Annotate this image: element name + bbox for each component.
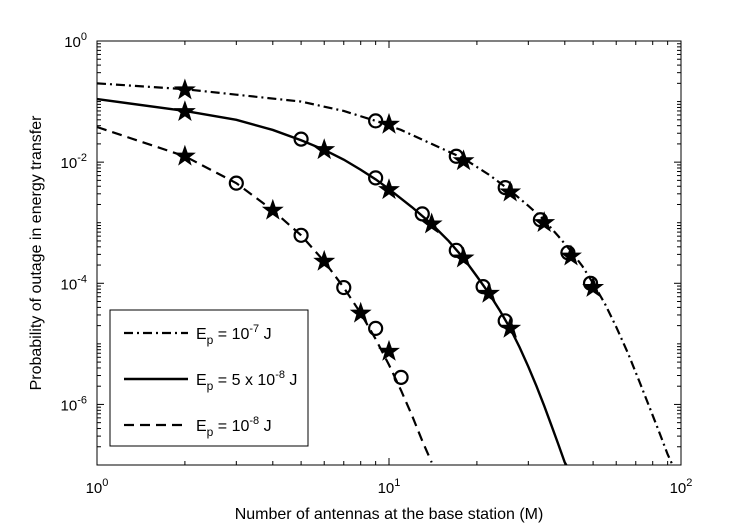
y-tick-label: 100 — [64, 31, 87, 51]
x-tick-label: 101 — [378, 477, 401, 497]
series-3-circle-marker — [293, 227, 309, 243]
series-2-star-marker — [313, 138, 336, 160]
series-2-star-marker — [420, 212, 443, 234]
series-1-star-marker — [533, 211, 556, 233]
series-1-star-marker — [499, 180, 522, 202]
series-3-circle-marker — [228, 175, 244, 191]
series-3-circle-marker — [336, 279, 352, 296]
y-axis-label: Probability of outage in energy transfer — [28, 115, 45, 391]
legend: Ep = 10-7 J Ep = 5 x 10-8 J Ep = 10-8 J — [109, 309, 309, 447]
x-axis-label: Number of antennas at the base station (… — [235, 506, 544, 523]
series-2-star-marker — [452, 246, 475, 268]
series-2-circle-marker — [414, 206, 430, 222]
series-2-star-marker — [173, 100, 196, 122]
series-2-circle-marker — [293, 131, 309, 147]
series-3-circle-marker — [368, 320, 384, 336]
y-tick-label: 10-6 — [61, 394, 87, 414]
series-2-circle-marker — [368, 170, 384, 186]
tick-labels-layer: 100 101 102 100 10-2 10-4 10-6 — [61, 31, 693, 497]
series-2-star-marker — [499, 316, 522, 338]
legend-label-2: Ep = 5 x 10-8 J — [196, 369, 297, 393]
ticks-layer — [96, 40, 682, 466]
series-1-star-marker — [560, 244, 582, 266]
x-tick-label: 102 — [670, 477, 693, 497]
legend-label-3: Ep = 10-8 J — [196, 415, 272, 439]
series-3-star-marker — [378, 339, 400, 361]
series-2-star-marker — [478, 281, 500, 303]
series-3-star-marker — [173, 144, 196, 166]
series-3-star-marker — [313, 249, 336, 271]
markers-layer — [173, 78, 605, 385]
series-1-star-marker — [173, 78, 196, 100]
y-tick-label: 10-2 — [61, 152, 87, 172]
x-tick-label: 100 — [86, 477, 109, 497]
series-1-star-marker — [378, 112, 400, 134]
series-3-star-marker — [349, 301, 372, 323]
series-1-star-marker — [582, 276, 605, 297]
series-3-circle-marker — [393, 369, 409, 385]
series-3-star-marker — [261, 198, 284, 220]
series-2-line — [97, 97, 568, 465]
y-tick-label: 10-4 — [61, 273, 87, 293]
legend-label-1: Ep = 10-7 J — [196, 323, 272, 347]
series-2-star-marker — [378, 178, 400, 200]
series-1-star-marker — [452, 149, 475, 171]
